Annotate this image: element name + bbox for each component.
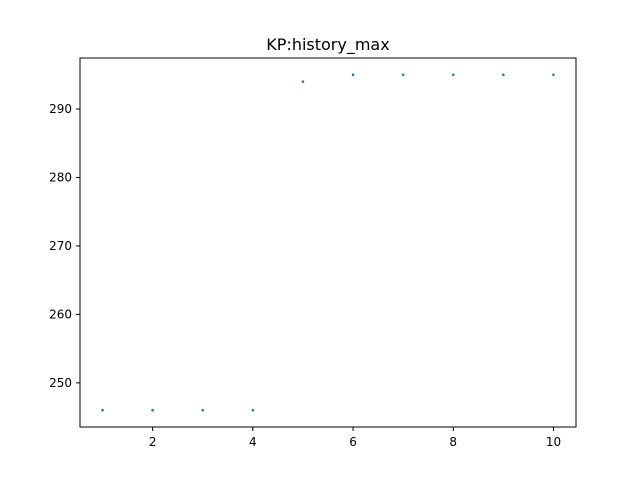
y-tick-label: 260 [49, 307, 72, 321]
chart-title: KP:history_max [266, 35, 389, 55]
data-point [251, 408, 255, 412]
x-tick-label: 8 [449, 435, 457, 449]
y-axis: 250 260 270 280 290 [49, 102, 80, 390]
x-tick-label: 2 [149, 435, 157, 449]
y-tick-label: 250 [49, 376, 72, 390]
y-tick-label: 290 [49, 102, 72, 116]
x-tick-label: 10 [546, 435, 561, 449]
data-point [301, 80, 305, 83]
data-point [451, 73, 455, 77]
data-points [101, 73, 555, 412]
data-point [401, 73, 405, 77]
x-axis: 2 4 6 8 10 [149, 427, 561, 449]
x-tick-label: 4 [249, 435, 257, 449]
y-tick-label: 280 [49, 170, 72, 184]
x-tick-label: 6 [349, 435, 357, 449]
data-point [101, 408, 104, 412]
data-point [502, 73, 505, 77]
plot-frame [79, 57, 577, 428]
data-point [552, 73, 555, 77]
data-point [151, 408, 154, 412]
data-point [351, 73, 355, 77]
data-point [201, 408, 205, 412]
y-tick-label: 270 [49, 239, 72, 253]
